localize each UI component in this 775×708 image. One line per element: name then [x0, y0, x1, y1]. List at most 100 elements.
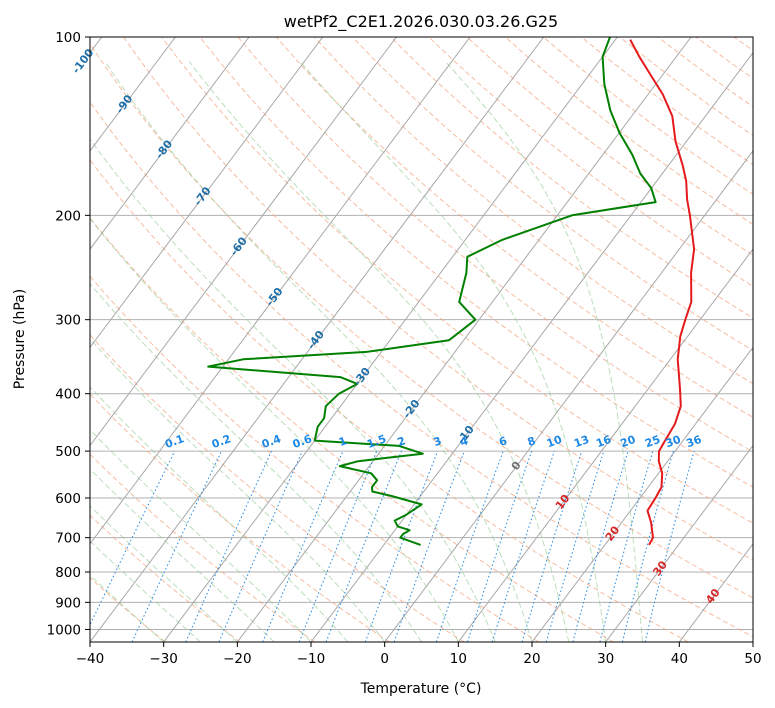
- dry-adiabat: [90, 577, 166, 642]
- mixing-ratio-line: [218, 450, 303, 642]
- isotherm-line: [90, 37, 176, 152]
- y-tick-label: 600: [55, 491, 81, 507]
- mixing-ratio-line: [90, 450, 176, 626]
- x-tick-label: 30: [597, 651, 614, 667]
- dry-adiabat: [90, 159, 689, 642]
- dewpoint-profile: [207, 37, 657, 546]
- mixing-ratio-line: [621, 450, 674, 642]
- y-tick-label: 100: [55, 30, 81, 46]
- y-tick-label: 900: [55, 595, 81, 611]
- mixing-ratio-line: [572, 450, 629, 642]
- y-axis-label: Pressure (hPa): [12, 289, 28, 389]
- x-tick-label: 0: [380, 651, 389, 667]
- isotherm-line: [531, 346, 753, 642]
- y-tick-label: 500: [55, 444, 81, 460]
- x-tick-label: −30: [149, 651, 178, 667]
- moist-adiabat: [188, 61, 570, 642]
- mixing-ratio-line: [364, 450, 439, 642]
- mixing-ratio-label: 4: [458, 434, 470, 449]
- moist-adiabat: [445, 61, 643, 642]
- isotherm-line: [457, 248, 753, 642]
- mixing-ratio-line: [521, 450, 583, 642]
- dry-adiabat: [90, 43, 753, 599]
- mixing-ratio-line: [325, 450, 402, 642]
- mixing-ratio-label: 6: [497, 434, 509, 449]
- isotherm-line: [90, 37, 250, 250]
- isotherm-label: 30: [650, 558, 670, 578]
- mixing-ratio-label: 0.4: [260, 432, 283, 451]
- y-tick-label: 800: [55, 565, 81, 581]
- isotherm-label: -100: [70, 46, 97, 76]
- moist-adiabat: [90, 282, 422, 642]
- dry-adiabat: [90, 334, 465, 642]
- mixing-ratio-label: 10: [545, 433, 564, 451]
- x-tick-label: 10: [450, 651, 467, 667]
- isotherm-label: -60: [228, 234, 251, 258]
- dry-adiabat: [352, 37, 753, 352]
- x-axis-ticks: −40 −30 −20 −10 0 10 20 30 40 50: [76, 642, 762, 667]
- isotherm-label: -90: [113, 92, 136, 116]
- mixing-ratio-label: 0.6: [291, 432, 314, 451]
- y-tick-label: 700: [55, 531, 81, 547]
- mixing-ratio-label: 1: [337, 434, 349, 449]
- mixing-ratio-label: 1.5: [365, 432, 388, 451]
- moist-adiabat: [299, 61, 607, 642]
- dry-adiabat: [90, 275, 540, 642]
- dry-adiabat: [390, 37, 753, 319]
- mixing-ratio-label: 0.2: [210, 432, 233, 451]
- x-axis-label: Temperature (°C): [360, 681, 482, 697]
- mixing-ratio-line: [185, 450, 272, 642]
- mixing-ratio-label: 3: [432, 434, 444, 449]
- mixing-ratio-line: [644, 450, 695, 642]
- mixing-ratio-label: 2: [396, 434, 408, 449]
- mixing-ratio-label: 13: [572, 433, 591, 450]
- x-tick-label: −40: [76, 651, 105, 667]
- x-tick-label: 40: [671, 651, 688, 667]
- mixing-ratio-line: [298, 450, 378, 642]
- mixing-ratio-line: [131, 450, 223, 642]
- isotherm-label: 10: [553, 492, 573, 512]
- isotherm-line: [752, 641, 753, 642]
- isotherm-label: -80: [153, 137, 176, 161]
- mixing-ratio-line: [393, 450, 465, 642]
- isotherm-line: [90, 37, 545, 642]
- dry-adiabat: [237, 37, 753, 453]
- mixing-ratio-line: [599, 450, 654, 642]
- isotherm-line: [384, 150, 753, 642]
- dry-adiabat: [657, 37, 753, 108]
- mixing-ratio-line: [435, 450, 504, 642]
- isotherm-line: [90, 37, 397, 447]
- dry-adiabat: [90, 514, 241, 642]
- isotherm-line: [90, 37, 471, 545]
- moist-adiabat: [90, 505, 238, 642]
- isotherm-label: 40: [703, 586, 723, 606]
- mixing-ratio-label: 30: [664, 433, 683, 451]
- dry-adiabat: [90, 217, 614, 642]
- y-tick-label: 400: [55, 387, 81, 403]
- dry-adiabat: [90, 101, 753, 638]
- isotherm-label: -50: [263, 285, 286, 309]
- x-tick-label: −20: [223, 651, 252, 667]
- isotherm-line: [163, 37, 618, 642]
- mixing-ratio-line: [262, 450, 344, 642]
- dry-adiabat: [542, 37, 753, 195]
- moist-adiabat: [90, 217, 459, 642]
- mixing-ratio-line: [491, 450, 555, 642]
- x-tick-label: −10: [297, 651, 326, 667]
- isotherm-line: [236, 37, 692, 642]
- dry-adiabat: [466, 37, 753, 256]
- isotherm-label: -70: [191, 184, 214, 208]
- moist-adiabat: [90, 386, 349, 642]
- plot-frame: [89, 36, 754, 643]
- y-tick-label: 200: [55, 208, 81, 224]
- dry-adiabat: [695, 37, 753, 80]
- mixing-ratio-label: 0.1: [163, 432, 186, 451]
- x-tick-label: 50: [744, 651, 761, 667]
- temperature-profile: [629, 39, 696, 546]
- dry-adiabat: [733, 37, 753, 52]
- x-tick-label: 20: [523, 651, 540, 667]
- y-tick-label: 1000: [47, 622, 81, 638]
- chart-title: wetPf2_C2E1.2026.030.03.26.G25: [284, 12, 558, 32]
- dry-adiabat: [581, 37, 753, 166]
